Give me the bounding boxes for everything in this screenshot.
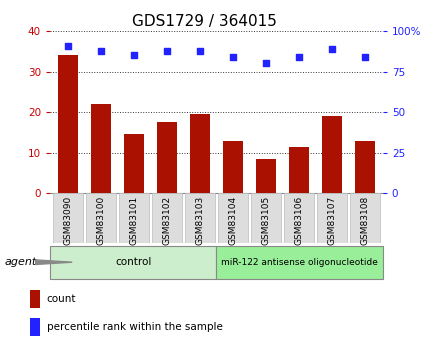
Bar: [157, 122, 177, 193]
Point: [229, 54, 236, 60]
Text: GSM83102: GSM83102: [162, 196, 171, 245]
Text: GSM83103: GSM83103: [195, 196, 204, 245]
Bar: [190, 114, 209, 193]
FancyBboxPatch shape: [50, 246, 216, 279]
FancyBboxPatch shape: [250, 193, 280, 243]
Text: agent: agent: [4, 257, 36, 267]
FancyBboxPatch shape: [151, 193, 182, 243]
Text: GSM83100: GSM83100: [96, 196, 105, 245]
FancyBboxPatch shape: [118, 193, 149, 243]
Text: GSM83108: GSM83108: [359, 196, 368, 245]
Point: [360, 54, 367, 60]
Point: [295, 54, 302, 60]
Text: control: control: [115, 257, 151, 267]
Polygon shape: [36, 260, 72, 265]
FancyBboxPatch shape: [217, 193, 247, 243]
Text: GSM83090: GSM83090: [63, 196, 72, 245]
FancyBboxPatch shape: [53, 193, 83, 243]
Text: miR-122 antisense oligonucleotide: miR-122 antisense oligonucleotide: [220, 258, 377, 267]
Text: GSM83101: GSM83101: [129, 196, 138, 245]
Text: GSM83106: GSM83106: [294, 196, 302, 245]
Point: [163, 48, 170, 53]
FancyBboxPatch shape: [349, 193, 379, 243]
FancyBboxPatch shape: [184, 193, 214, 243]
Text: GSM83104: GSM83104: [228, 196, 237, 245]
Point: [196, 48, 203, 53]
Text: percentile rank within the sample: percentile rank within the sample: [46, 322, 222, 332]
Bar: [354, 140, 374, 193]
Point: [262, 61, 269, 66]
FancyBboxPatch shape: [283, 193, 313, 243]
Bar: [255, 159, 275, 193]
Text: count: count: [46, 294, 76, 304]
Bar: [124, 135, 144, 193]
FancyBboxPatch shape: [216, 246, 382, 279]
Bar: [223, 140, 242, 193]
Bar: [288, 147, 308, 193]
Point: [97, 48, 104, 53]
FancyBboxPatch shape: [86, 193, 116, 243]
Bar: [321, 116, 341, 193]
Bar: [91, 104, 111, 193]
Text: GDS1729 / 364015: GDS1729 / 364015: [132, 14, 276, 29]
Point: [328, 46, 335, 52]
Point: [65, 43, 72, 48]
Bar: [58, 55, 78, 193]
Point: [130, 52, 137, 58]
Text: GSM83107: GSM83107: [326, 196, 335, 245]
Text: GSM83105: GSM83105: [261, 196, 270, 245]
Bar: [30, 290, 40, 308]
Bar: [30, 318, 40, 336]
FancyBboxPatch shape: [316, 193, 346, 243]
